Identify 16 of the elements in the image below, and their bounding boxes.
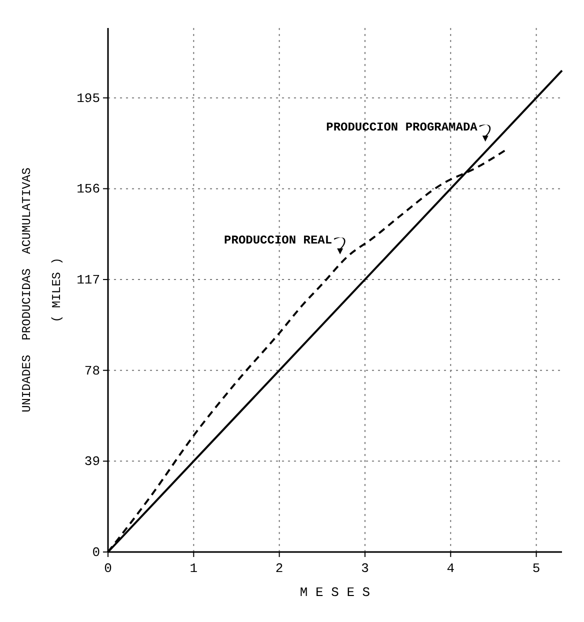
y-tick-label: 78 [84,363,100,378]
x-tick-label: 5 [532,561,540,576]
x-tick-label: 3 [361,561,369,576]
y-tick-label: 195 [76,90,100,106]
x-tick-label: 4 [446,561,455,576]
legend-label: PRODUCCION REAL [224,233,332,248]
x-tick-label: 0 [104,561,112,576]
x-tick-label: 1 [190,561,198,576]
x-axis-title: M E S E S [300,585,370,600]
y-tick-label: 117 [76,272,100,288]
y-tick-label: 156 [76,182,100,197]
y-tick-label: 0 [92,545,100,560]
x-tick-label: 2 [275,561,284,576]
legend-label: PRODUCCION PROGRAMADA [326,120,478,135]
y-tick-label: 39 [84,454,100,470]
text: UNIDADES PRODUCIDAS ACUMULATIVAS ( MILES ) [20,168,64,412]
